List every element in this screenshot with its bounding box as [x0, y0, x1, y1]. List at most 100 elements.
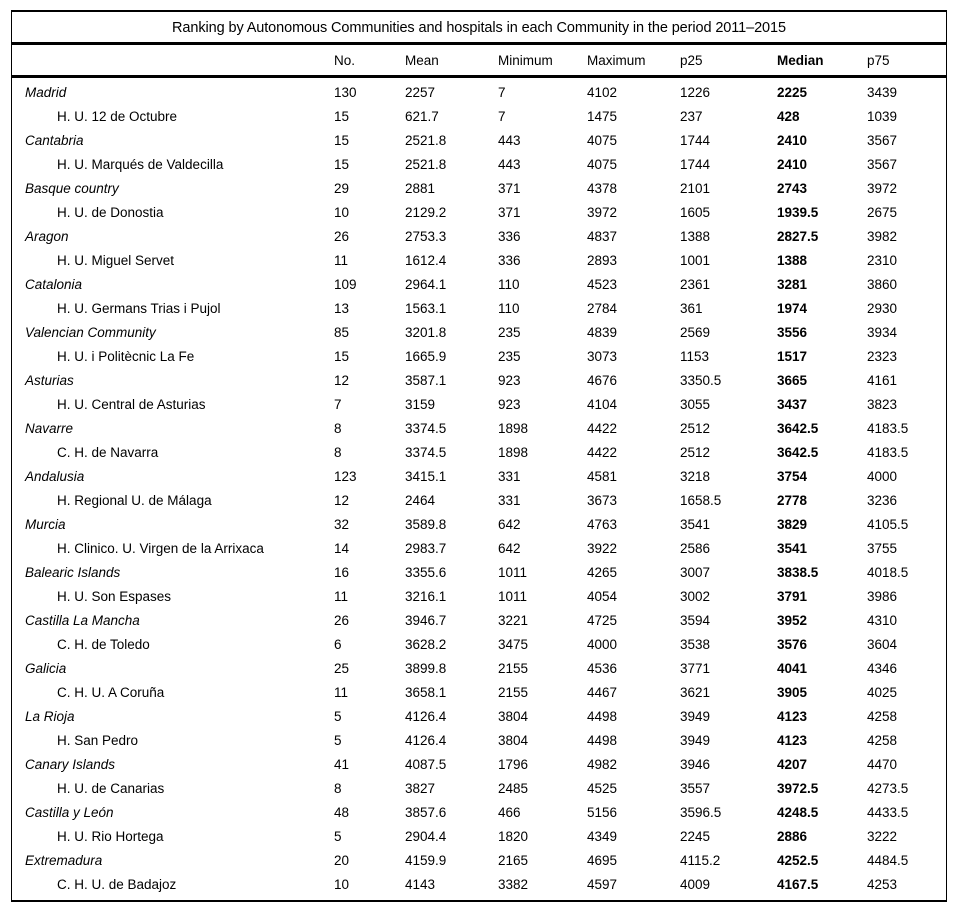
row-label: H. U. i Politècnic La Fe — [57, 348, 195, 364]
cell-mean: 3415.1 — [405, 468, 447, 484]
row-label: Cantabria — [25, 132, 84, 148]
cell-p75: 2310 — [867, 252, 898, 268]
table-row: H. Clinico. U. Virgen de la Arrixaca 14 … — [12, 536, 946, 560]
cell-p25: 2361 — [680, 276, 711, 292]
cell-median: 4041 — [777, 660, 808, 676]
cell-no: 8 — [334, 444, 342, 460]
table-row: H. U. de Donostia 10 2129.2 371 3972 160… — [12, 200, 946, 224]
cell-p75: 3236 — [867, 492, 898, 508]
table-row: Navarre 8 3374.5 1898 4422 2512 3642.5 4… — [12, 416, 946, 440]
cell-no: 11 — [334, 588, 349, 604]
cell-minimum: 3475 — [498, 636, 529, 652]
cell-p25: 4009 — [680, 876, 711, 892]
cell-median: 2778 — [777, 492, 808, 508]
table-row: Aragon 26 2753.3 336 4837 1388 2827.5 39… — [12, 224, 946, 248]
table-row: H. U. Rio Hortega 5 2904.4 1820 4349 224… — [12, 824, 946, 848]
cell-median: 3952 — [777, 612, 808, 628]
cell-maximum: 4102 — [587, 84, 618, 100]
cell-no: 15 — [334, 156, 350, 172]
table-row: C. H. U. de Badajoz 10 4143 3382 4597 40… — [12, 872, 946, 896]
cell-no: 10 — [334, 876, 350, 892]
cell-mean: 4087.5 — [405, 756, 447, 772]
cell-p25: 3946 — [680, 756, 711, 772]
table-row: Castilla y León 48 3857.6 466 5156 3596.… — [12, 800, 946, 824]
cell-median: 3838.5 — [777, 564, 819, 580]
cell-minimum: 3382 — [498, 876, 529, 892]
table-row: H. U. Son Espases 11 3216.1 1011 4054 30… — [12, 584, 946, 608]
cell-p75: 4183.5 — [867, 444, 909, 460]
cell-maximum: 4763 — [587, 516, 618, 532]
row-label: H. U. Son Espases — [57, 588, 172, 604]
cell-p25: 1153 — [680, 348, 710, 364]
cell-maximum: 4525 — [587, 780, 618, 796]
cell-p75: 3439 — [867, 84, 898, 100]
cell-maximum: 2893 — [587, 252, 618, 268]
table-row: Murcia 32 3589.8 642 4763 3541 3829 4105… — [12, 512, 946, 536]
table-row: H. Regional U. de Málaga 12 2464 331 367… — [12, 488, 946, 512]
row-label: Aragon — [25, 228, 69, 244]
cell-p25: 1744 — [680, 132, 711, 148]
cell-p75: 1039 — [867, 108, 898, 124]
cell-no: 8 — [334, 420, 342, 436]
cell-no: 29 — [334, 180, 350, 196]
table-row: Castilla La Mancha 26 3946.7 3221 4725 3… — [12, 608, 946, 632]
row-label: Murcia — [25, 516, 66, 532]
cell-p25: 3002 — [680, 588, 711, 604]
cell-median: 4123 — [777, 708, 808, 724]
cell-maximum: 4536 — [587, 660, 618, 676]
cell-median: 2886 — [777, 828, 808, 844]
table-header-row: No. Mean Minimum Maximum p25 Median p75 — [12, 45, 946, 78]
cell-minimum: 466 — [498, 804, 521, 820]
table-row: H. U. Marqués de Valdecilla 15 2521.8 44… — [12, 152, 946, 176]
table-row: Basque country 29 2881 371 4378 2101 274… — [12, 176, 946, 200]
cell-maximum: 4695 — [587, 852, 618, 868]
cell-no: 8 — [334, 780, 342, 796]
cell-minimum: 7 — [498, 108, 506, 124]
cell-p25: 3007 — [680, 564, 711, 580]
table-row: H. San Pedro 5 4126.4 3804 4498 3949 412… — [12, 728, 946, 752]
cell-mean: 3374.5 — [405, 420, 447, 436]
cell-no: 48 — [334, 804, 350, 820]
cell-mean: 3589.8 — [405, 516, 447, 532]
cell-no: 5 — [334, 732, 342, 748]
cell-p25: 1658.5 — [680, 492, 722, 508]
cell-p25: 3541 — [680, 516, 711, 532]
cell-mean: 2521.8 — [405, 132, 447, 148]
cell-p75: 4000 — [867, 468, 898, 484]
cell-no: 26 — [334, 612, 350, 628]
cell-p25: 1001 — [680, 252, 711, 268]
cell-minimum: 1796 — [498, 756, 529, 772]
row-label: C. H. de Toledo — [57, 636, 150, 652]
cell-median: 1939.5 — [777, 204, 819, 220]
row-label: Castilla y León — [25, 804, 114, 820]
table-row: Valencian Community 85 3201.8 235 4839 2… — [12, 320, 946, 344]
header-cell-no: No. — [334, 53, 356, 68]
cell-no: 41 — [334, 756, 350, 772]
cell-minimum: 235 — [498, 324, 521, 340]
cell-p75: 3860 — [867, 276, 898, 292]
cell-p75: 4253 — [867, 876, 898, 892]
cell-mean: 3159 — [405, 396, 436, 412]
cell-mean: 3899.8 — [405, 660, 447, 676]
table-row: Catalonia 109 2964.1 110 4523 2361 3281 … — [12, 272, 946, 296]
row-label: Basque country — [25, 180, 119, 196]
row-label: H. U. Central de Asturias — [57, 396, 206, 412]
cell-median: 3642.5 — [777, 444, 819, 460]
cell-p75: 3222 — [867, 828, 898, 844]
cell-minimum: 1898 — [498, 444, 529, 460]
row-label: La Rioja — [25, 708, 75, 724]
cell-minimum: 371 — [498, 180, 521, 196]
row-label: H. San Pedro — [57, 732, 139, 748]
cell-p75: 3567 — [867, 132, 898, 148]
row-label: Castilla La Mancha — [25, 612, 140, 628]
cell-minimum: 443 — [498, 156, 521, 172]
cell-minimum: 1011 — [498, 564, 528, 580]
cell-p75: 4484.5 — [867, 852, 909, 868]
cell-median: 1388 — [777, 252, 808, 268]
cell-no: 11 — [334, 252, 349, 268]
cell-p25: 2512 — [680, 444, 711, 460]
cell-median: 3754 — [777, 468, 808, 484]
table-row: La Rioja 5 4126.4 3804 4498 3949 4123 42… — [12, 704, 946, 728]
cell-minimum: 1898 — [498, 420, 529, 436]
row-label: C. H. de Navarra — [57, 444, 159, 460]
